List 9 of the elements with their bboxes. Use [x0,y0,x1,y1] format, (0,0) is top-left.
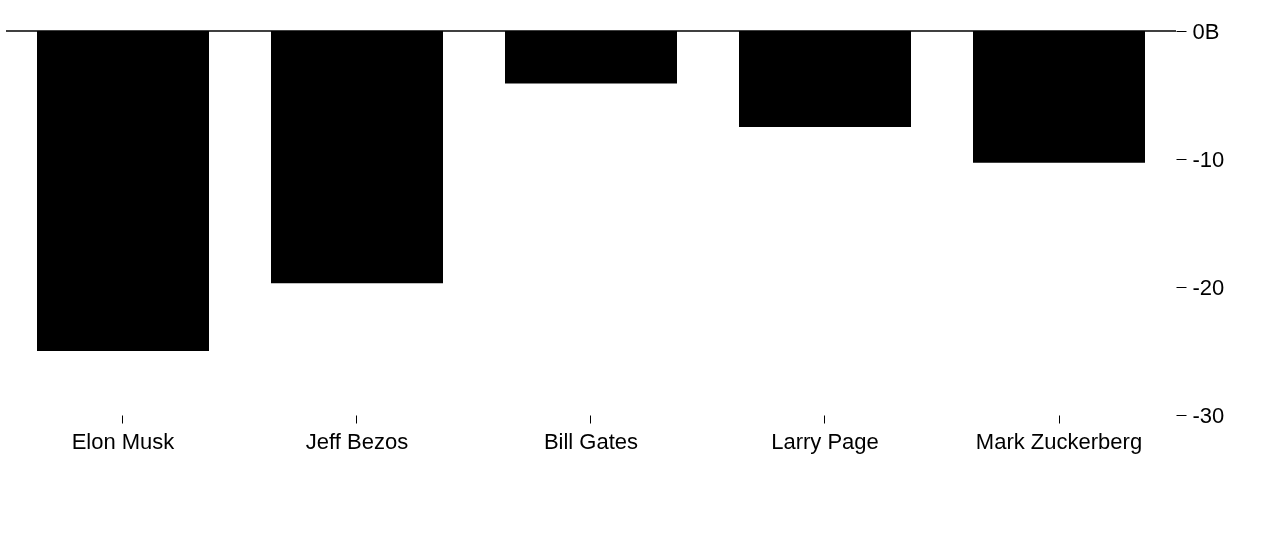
x-tick-label: Mark Zuckerberg [975,428,1143,454]
y-tick-label: -10 [1192,146,1225,172]
x-tick-label: Elon Musk [71,428,176,454]
x-tick-label: Jeff Bezos [305,428,409,454]
y-tick-label: 0B [1192,18,1220,44]
y-tick-label: -30 [1192,402,1225,428]
x-tick-label: Larry Page [771,428,879,454]
y-tick-label: -20 [1192,274,1225,300]
x-tick-label: Bill Gates [543,428,639,454]
